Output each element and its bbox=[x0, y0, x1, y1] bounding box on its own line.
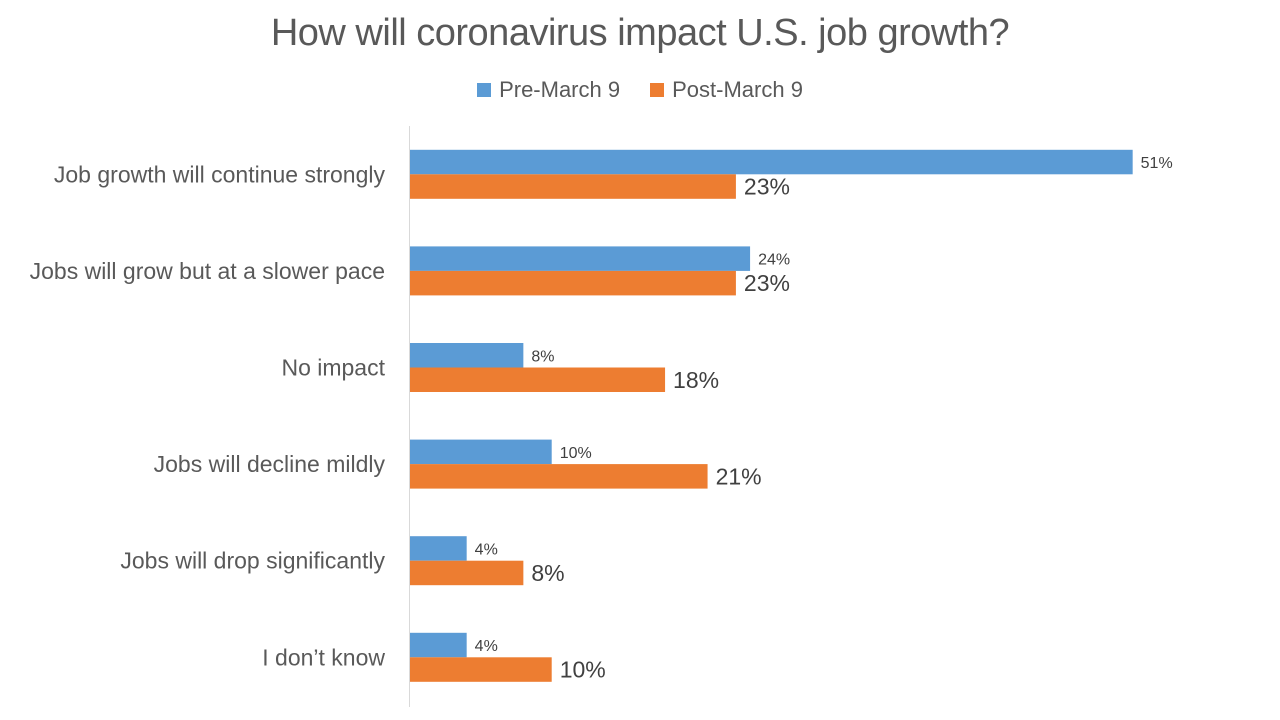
data-label-post-march-9-job-growth-will-continue-strongly: 23% bbox=[744, 174, 790, 200]
data-label-post-march-9-jobs-will-decline-mildly: 21% bbox=[716, 463, 762, 489]
bar-pre-march-9-jobs-will-grow-but-at-a-slower-pace bbox=[410, 246, 751, 271]
data-label-pre-march-9-job-growth-will-continue-strongly: 51% bbox=[1141, 155, 1173, 172]
category-label-jobs-will-decline-mildly: Jobs will decline mildly bbox=[154, 451, 386, 477]
bar-pre-march-9-jobs-will-decline-mildly bbox=[410, 439, 552, 465]
bars bbox=[410, 149, 1133, 682]
legend-item-post-march: Post-March 9 bbox=[650, 77, 803, 103]
legend-swatch-post-march bbox=[650, 83, 665, 97]
bar-pre-march-9-job-growth-will-continue-strongly bbox=[410, 149, 1133, 175]
category-label-jobs-will-grow-but-at-a-slower-pace: Jobs will grow but at a slower pace bbox=[30, 258, 385, 284]
data-label-pre-march-9-i-don-t-know: 4% bbox=[475, 638, 498, 655]
data-labels: 51%23%24%23%8%18%10%21%4%8%4%10% bbox=[475, 155, 1173, 683]
bar-post-march-9-job-growth-will-continue-strongly bbox=[410, 174, 736, 199]
chart-title: How will coronavirus impact U.S. job gro… bbox=[270, 12, 1010, 54]
legend-label-post-march: Post-March 9 bbox=[672, 77, 803, 102]
data-label-post-march-9-jobs-will-grow-but-at-a-slower-pace: 23% bbox=[744, 270, 790, 296]
legend-item-pre-march: Pre-March 9 bbox=[477, 77, 620, 103]
bar-pre-march-9-i-don-t-know bbox=[410, 632, 467, 658]
data-label-pre-march-9-jobs-will-grow-but-at-a-slower-pace: 24% bbox=[758, 252, 790, 269]
category-label-i-don-t-know: I don’t know bbox=[262, 644, 385, 670]
data-label-pre-march-9-jobs-will-drop-significantly: 4% bbox=[475, 541, 498, 558]
legend: Pre-March 9 Post-March 9 bbox=[0, 77, 1280, 103]
data-label-post-march-9-jobs-will-drop-significantly: 8% bbox=[531, 560, 564, 586]
data-label-pre-march-9-jobs-will-decline-mildly: 10% bbox=[560, 445, 592, 462]
legend-label-pre-march: Pre-March 9 bbox=[499, 77, 621, 102]
bar-pre-march-9-no-impact bbox=[410, 343, 524, 368]
category-labels: Job growth will continue strongly Jobs wi… bbox=[30, 161, 386, 670]
bar-pre-march-9-jobs-will-drop-significantly bbox=[410, 536, 467, 561]
category-label-jobs-will-drop-significantly: Jobs will drop significantly bbox=[120, 548, 385, 574]
bar-post-march-9-no-impact bbox=[410, 367, 666, 392]
data-label-pre-march-9-no-impact: 8% bbox=[531, 348, 554, 365]
bar-post-march-9-i-don-t-know bbox=[410, 657, 552, 682]
category-label-job-growth-will-continue-strongly: Job growth will continue strongly bbox=[54, 161, 386, 187]
data-label-post-march-9-i-don-t-know: 10% bbox=[560, 657, 606, 683]
bar-post-march-9-jobs-will-drop-significantly bbox=[410, 560, 524, 586]
category-label-no-impact: No impact bbox=[281, 355, 385, 381]
bar-post-march-9-jobs-will-grow-but-at-a-slower-pace bbox=[410, 270, 736, 296]
data-label-post-march-9-no-impact: 18% bbox=[673, 367, 719, 393]
legend-swatch-pre-march bbox=[477, 83, 492, 97]
bar-post-march-9-jobs-will-decline-mildly bbox=[410, 464, 708, 489]
